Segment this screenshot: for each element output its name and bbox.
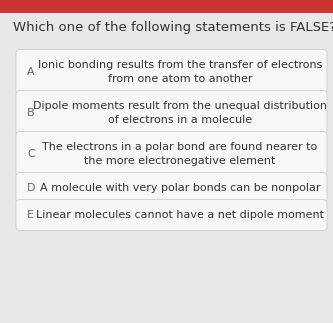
Text: B: B bbox=[27, 108, 35, 118]
FancyBboxPatch shape bbox=[16, 200, 327, 231]
Text: Which one of the following statements is FALSE?: Which one of the following statements is… bbox=[13, 21, 333, 34]
FancyBboxPatch shape bbox=[16, 131, 327, 176]
FancyBboxPatch shape bbox=[16, 49, 327, 94]
Text: C: C bbox=[27, 149, 35, 159]
Text: Dipole moments result from the unequal distribution
of electrons in a molecule: Dipole moments result from the unequal d… bbox=[33, 101, 327, 125]
FancyBboxPatch shape bbox=[16, 90, 327, 135]
Text: Ionic bonding results from the transfer of electrons
from one atom to another: Ionic bonding results from the transfer … bbox=[38, 60, 322, 84]
Text: D: D bbox=[27, 183, 36, 193]
FancyBboxPatch shape bbox=[0, 0, 333, 13]
Text: The electrons in a polar bond are found nearer to
the more electronegative eleme: The electrons in a polar bond are found … bbox=[42, 142, 317, 166]
Text: Linear molecules cannot have a net dipole moment: Linear molecules cannot have a net dipol… bbox=[36, 210, 324, 220]
Text: E: E bbox=[27, 210, 34, 220]
Text: A: A bbox=[27, 67, 35, 77]
Text: A molecule with very polar bonds can be nonpolar: A molecule with very polar bonds can be … bbox=[40, 183, 320, 193]
FancyBboxPatch shape bbox=[16, 172, 327, 203]
